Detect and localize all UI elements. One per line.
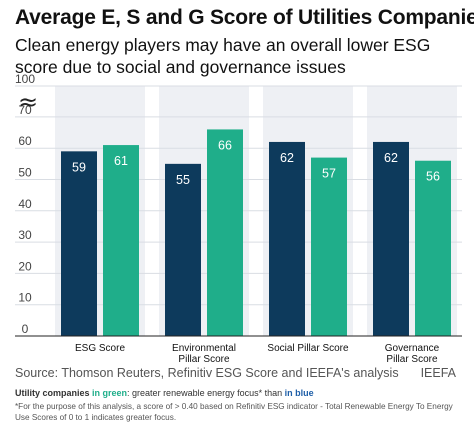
chart-subtitle: Clean energy players may have an overall… bbox=[15, 35, 431, 77]
x-category-label: Governance bbox=[385, 343, 440, 354]
footnote: *For the purpose of this analysis, a sco… bbox=[15, 402, 453, 422]
bar-value-label: 62 bbox=[384, 151, 398, 165]
bar bbox=[415, 160, 451, 336]
bar-value-label: 59 bbox=[72, 160, 86, 174]
brand-label: IEEFA bbox=[420, 366, 456, 380]
y-tick-label: 30 bbox=[18, 228, 32, 242]
axis-break-symbol: ≈ bbox=[18, 88, 38, 116]
y-tick-label: 40 bbox=[18, 197, 32, 211]
bar bbox=[311, 157, 347, 336]
bar-value-label: 55 bbox=[176, 173, 190, 187]
bar-value-label: 66 bbox=[218, 138, 232, 152]
y-tick-label: 100 bbox=[15, 72, 35, 86]
bar bbox=[373, 141, 409, 336]
x-category-label: ESG Score bbox=[75, 343, 125, 354]
legend-note-part1: Utility companies bbox=[15, 388, 93, 398]
x-category-label: Pillar Score bbox=[178, 354, 230, 365]
legend-note-part2: : greater renewable energy focus* than bbox=[127, 388, 285, 398]
bar-value-label: 57 bbox=[322, 167, 336, 181]
x-category-label: Environmental bbox=[172, 343, 236, 354]
x-category-label: Social Pillar Score bbox=[267, 343, 349, 354]
bar-chart: 0 10 20 30 40 50 60 70 100 ≈59 61 ESG Score 55 66 Envi… bbox=[15, 72, 462, 365]
bar bbox=[61, 151, 97, 336]
bar bbox=[103, 145, 139, 336]
x-category-label: Pillar Score bbox=[386, 354, 438, 365]
bar-value-label: 56 bbox=[426, 170, 440, 184]
bar-value-label: 61 bbox=[114, 154, 128, 168]
y-tick-label: 10 bbox=[18, 291, 32, 305]
legend-note: Utility companies in green: greater rene… bbox=[15, 388, 314, 398]
y-tick-label: 20 bbox=[18, 259, 32, 273]
y-tick-label: 50 bbox=[18, 166, 32, 180]
bar bbox=[207, 129, 243, 336]
bar bbox=[269, 141, 305, 336]
legend-note-green: in green bbox=[92, 388, 128, 398]
bar-value-label: 62 bbox=[280, 151, 294, 165]
legend-note-blue: in blue bbox=[284, 388, 314, 398]
y-tick-label: 0 bbox=[22, 322, 29, 336]
chart-title: Average E, S and G Score of Utilities Co… bbox=[15, 6, 474, 29]
y-tick-label: 60 bbox=[18, 134, 32, 148]
y-tick-label: 70 bbox=[18, 103, 32, 117]
source-text: Source: Thomson Reuters, Refinitiv ESG S… bbox=[15, 366, 399, 380]
bar bbox=[165, 163, 201, 336]
